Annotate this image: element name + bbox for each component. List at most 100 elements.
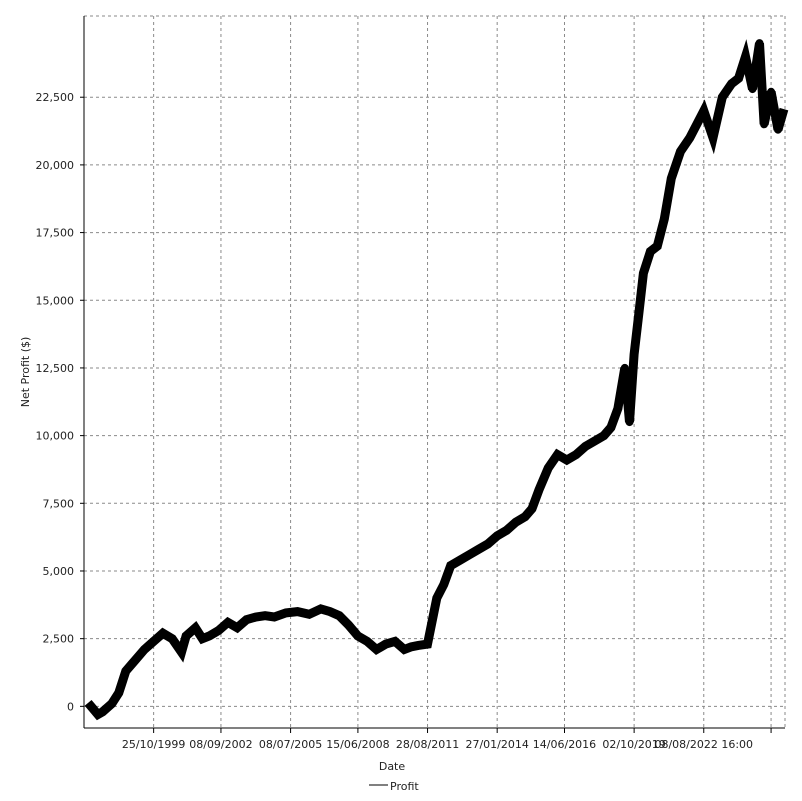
data-point [676, 147, 685, 156]
x-tick-label: 15/06/2008 [326, 738, 389, 751]
data-point [581, 442, 590, 451]
data-point [660, 215, 669, 223]
data-point [699, 106, 708, 115]
data-point [223, 618, 232, 627]
y-tick-label: 5,000 [43, 565, 75, 578]
data-point [98, 707, 107, 716]
x-tick-label: 14/06/2016 [533, 738, 596, 751]
data-point [198, 634, 207, 643]
data-point [168, 634, 177, 643]
data-point [755, 39, 764, 48]
data-point [590, 437, 599, 445]
data-point [305, 610, 314, 619]
data-point [767, 87, 776, 96]
data-point [521, 512, 529, 521]
y-tick-label: 22,500 [36, 91, 75, 104]
y-tick-label: 20,000 [36, 159, 75, 172]
data-point [456, 556, 464, 565]
data-point [335, 611, 344, 620]
data-point [363, 637, 372, 646]
data-point [182, 632, 191, 640]
data-point [599, 431, 608, 440]
y-tick-label: 7,500 [43, 497, 75, 510]
data-point [423, 640, 432, 649]
data-point [646, 247, 655, 256]
data-point [493, 531, 502, 540]
y-tick-label: 15,000 [36, 294, 75, 307]
data-point [149, 637, 158, 646]
data-point [414, 641, 423, 650]
y-ticks: 0 2,500 5,000 7,500 10,000 12,500 15,000 17,500… [36, 91, 84, 713]
y-tick-label: 12,500 [36, 362, 75, 375]
data-point [131, 656, 140, 665]
data-point [685, 133, 694, 142]
data-point [242, 615, 251, 624]
data-point [87, 702, 95, 711]
data-point [251, 613, 260, 621]
data-point [741, 52, 750, 61]
x-tick-label: 08/09/2002 [189, 738, 252, 751]
y-tick-label: 10,000 [36, 430, 75, 443]
data-point [511, 518, 520, 527]
data-point [233, 623, 242, 632]
data-point [502, 526, 511, 535]
data-point [391, 637, 399, 646]
data-point [372, 645, 381, 654]
data-point [667, 174, 676, 183]
data-point [774, 125, 782, 134]
data-point [778, 109, 787, 118]
data-point [281, 608, 290, 617]
data-point [400, 645, 409, 654]
axes [83, 16, 785, 729]
data-point [114, 688, 123, 697]
data-point [653, 242, 662, 251]
x-tick-label: 28/08/2011 [396, 738, 459, 751]
data-point [158, 629, 167, 638]
data-point [748, 85, 757, 94]
data-point [465, 550, 474, 559]
data-point [326, 607, 334, 616]
data-point [562, 456, 571, 464]
data-point [191, 623, 200, 632]
data-point [407, 642, 416, 651]
data-point [553, 450, 562, 459]
data-point [432, 594, 441, 603]
x-tick-label: 27/01/2014 [465, 738, 528, 751]
data-point [270, 613, 279, 621]
data-point [535, 485, 543, 494]
data-point [606, 423, 615, 432]
data-point [544, 464, 553, 473]
y-tick-label: 17,500 [36, 227, 75, 240]
data-point [528, 504, 536, 513]
data-point [483, 539, 492, 548]
data-point [620, 363, 629, 372]
series [84, 39, 789, 721]
data-point [293, 607, 302, 616]
data-point [709, 133, 717, 142]
data-point [107, 699, 116, 708]
data-point [727, 79, 736, 88]
y-axis-title: Net Profit ($) [19, 337, 32, 408]
data-point [718, 93, 727, 102]
data-point [344, 621, 353, 630]
data-point [214, 626, 223, 635]
data-point [121, 667, 130, 676]
data-point [572, 450, 581, 459]
data-point [177, 648, 186, 657]
data-point [140, 645, 149, 654]
data-point [639, 269, 648, 278]
x-tick-label: 08/08/2022 16:00 [654, 738, 753, 751]
x-tick-label: 02/10/2019 [602, 738, 665, 751]
data-point [613, 404, 622, 413]
data-point [692, 120, 701, 129]
data-point [205, 632, 214, 640]
legend-label: Profit [390, 780, 419, 793]
data-point [381, 640, 390, 649]
data-point [439, 580, 448, 589]
data-point [760, 120, 769, 129]
x-ticks: 25/10/1999 08/09/2002 08/07/2005 15/06/2008… [122, 728, 772, 751]
x-axis-title: Date [379, 760, 406, 773]
data-point [446, 561, 455, 570]
data-point [316, 604, 325, 613]
